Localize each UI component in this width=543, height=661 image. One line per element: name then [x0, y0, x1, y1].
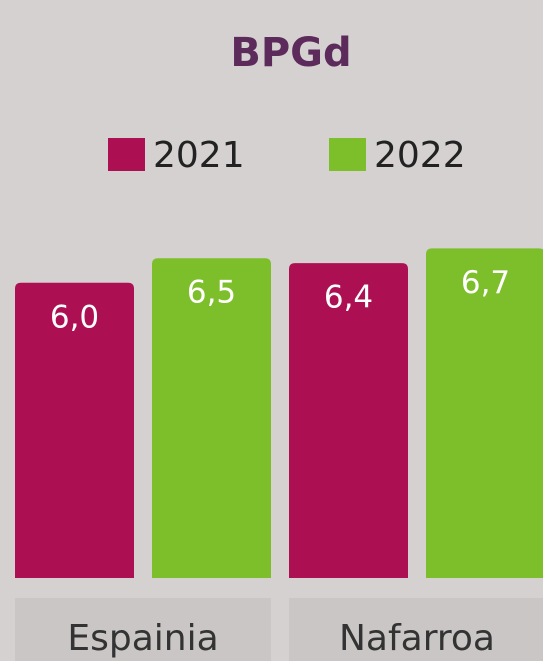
bar [426, 248, 543, 578]
legend-swatch [329, 138, 366, 171]
value-label: 6,7 [461, 265, 510, 301]
chart-title: BPGd [230, 30, 351, 76]
x-tick-label: Espainia [67, 618, 218, 659]
bar [152, 258, 271, 578]
legend-label: 2022 [374, 135, 466, 176]
x-tick-label: Nafarroa [339, 618, 495, 659]
category-box [15, 598, 271, 661]
value-label: 6,0 [50, 299, 99, 335]
legend-label: 2021 [153, 135, 245, 176]
value-label: 6,5 [187, 275, 236, 311]
value-label: 6,4 [324, 280, 373, 316]
bar [15, 282, 134, 578]
bar [289, 263, 408, 578]
category-box [289, 598, 543, 661]
legend-swatch [108, 138, 145, 171]
